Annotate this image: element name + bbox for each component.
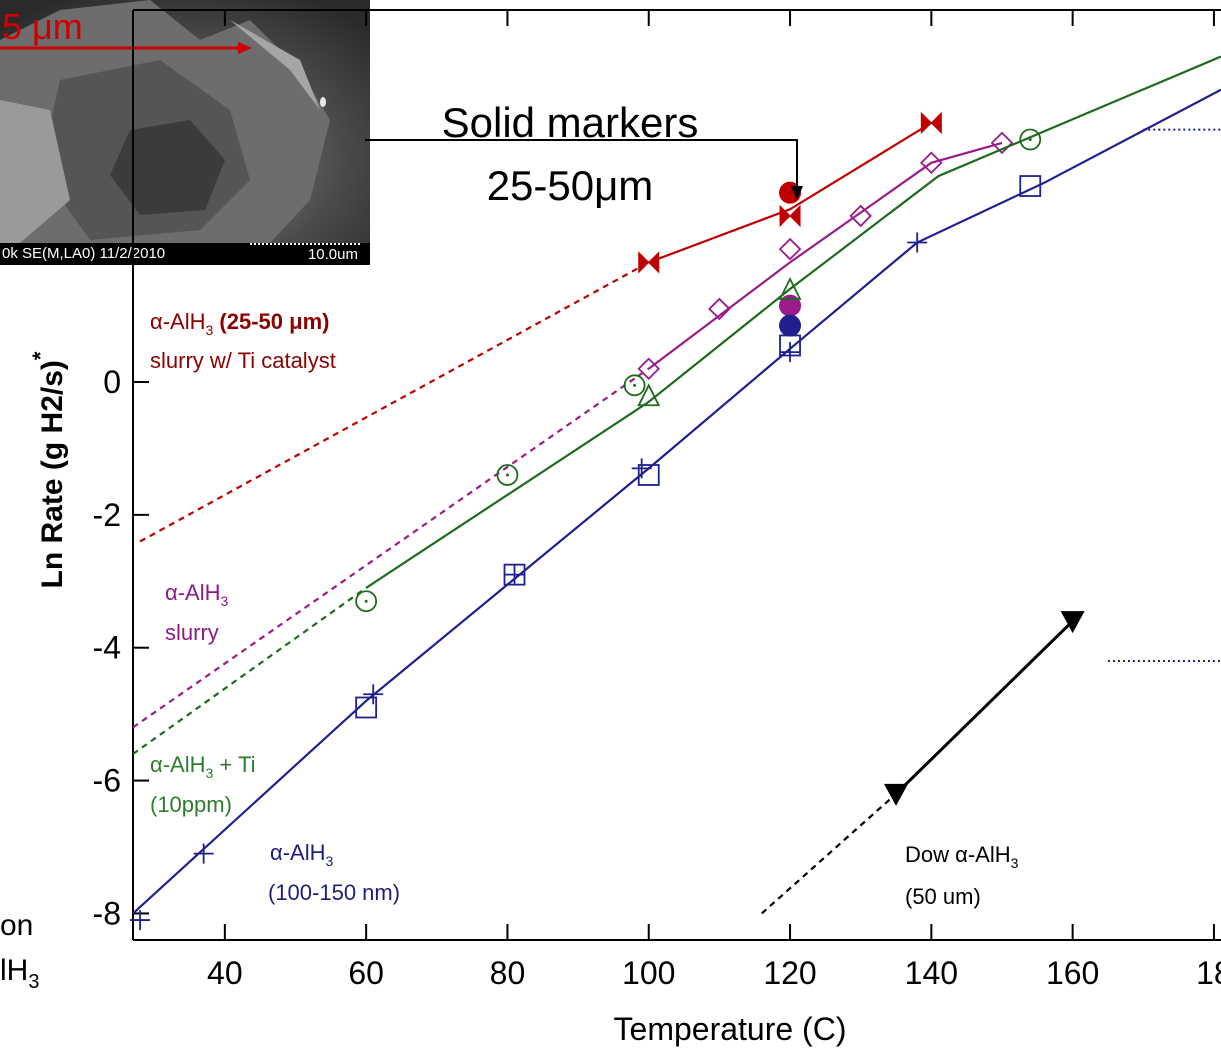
blue-solid-marker: [779, 314, 802, 337]
blue-square-marker: [1019, 175, 1042, 197]
label-blue-series: α-AlH3 (100-150 nm): [268, 840, 400, 905]
sem-caption: 0k SE(M,LA0) 11/2/2010: [0, 243, 370, 265]
blue-plus-marker: [504, 564, 525, 585]
purple-dashed-extrapolation: [132, 367, 650, 729]
blue-plus-marker: [130, 910, 151, 931]
y-tick-label: -6: [93, 763, 121, 799]
purple-marker: [778, 237, 802, 261]
dow-dashed-extrapolation: [761, 793, 897, 915]
x-tick-label: 80: [490, 955, 526, 991]
purple-solid-marker: [779, 294, 802, 317]
x-tick-label: 18: [1196, 955, 1221, 991]
x-axis-title: Temperature (C): [614, 1011, 847, 1047]
red-dashed-extrapolation: [139, 261, 650, 543]
left-edge-text-fragment: on lH3: [0, 909, 39, 993]
solid-markers-pointer: [365, 139, 798, 190]
purple-marker: [920, 151, 943, 175]
y-axis-title-group: Ln Rate (g H2/s)*: [28, 351, 69, 588]
y-tick-label: -2: [93, 497, 121, 533]
green-marker: [496, 464, 519, 486]
blue-series-line: [132, 88, 1221, 915]
sem-micrograph-inset: 5 μm 0k SE(M,LA0) 11/2/2010 10.0um: [0, 0, 370, 265]
green-series-line: [365, 55, 1221, 589]
purple-marker: [990, 131, 1014, 155]
y-tick-label: -4: [93, 630, 121, 666]
svg-text:α-AlH3: α-AlH3: [165, 580, 229, 609]
green-marker: [355, 590, 378, 613]
svg-text:slurry: slurry: [165, 620, 219, 645]
red-marker: [920, 111, 942, 135]
green-marker-center: [505, 473, 509, 477]
svg-text:(50 um): (50 um): [905, 884, 981, 909]
sem-micrograph-image: [0, 0, 370, 265]
x-tick-label: 100: [622, 955, 675, 991]
green-dashed-extrapolation: [132, 587, 367, 755]
blue-square-marker: [355, 696, 378, 719]
svg-text:on: on: [0, 909, 33, 942]
solid-markers-pointer-head: [791, 186, 803, 200]
green-triangle-marker: [778, 276, 802, 300]
green-marker: [1019, 128, 1042, 151]
green-marker: [623, 374, 646, 397]
green-marker-center: [364, 599, 368, 603]
red-marker: [638, 251, 660, 274]
svg-text:Dow α-AlH3: Dow α-AlH3: [905, 842, 1019, 871]
blue-plus-marker: [907, 232, 928, 253]
sem-scale-label: 5 μm: [2, 6, 83, 47]
label-purple-series: α-AlH3 slurry: [165, 580, 229, 645]
label-red-series: α-AlH3 (25-50 μm) slurry w/ Ti catalyst: [150, 309, 336, 373]
x-tick-label: 140: [905, 955, 958, 991]
dow-solid-line: [894, 620, 1074, 795]
svg-text:lH3: lH3: [0, 954, 39, 993]
x-tick-label: 40: [207, 955, 243, 991]
green-marker-center: [633, 383, 637, 387]
y-axis-title: Ln Rate (g H2/s)*: [28, 351, 69, 588]
blue-plus-marker: [780, 342, 801, 363]
svg-text:(10ppm): (10ppm): [150, 792, 232, 817]
blue-plus-marker: [631, 458, 652, 479]
y-axis-title-sup: *: [28, 351, 53, 360]
x-tick-label: 160: [1046, 955, 1099, 991]
y-tick-label: 0: [103, 364, 121, 400]
purple-marker: [637, 357, 661, 380]
purple-marker: [708, 297, 731, 321]
svg-text:α-AlH3 (25-50 μm): α-AlH3 (25-50 μm): [150, 309, 329, 338]
svg-text:α-AlH3 + Ti: α-AlH3 + Ti: [150, 752, 255, 781]
sem-scale-value: 10.0um: [307, 246, 358, 263]
green-marker-center: [1028, 138, 1032, 142]
blue-square-marker: [637, 464, 660, 486]
svg-text:slurry w/ Ti catalyst: slurry w/ Ti catalyst: [150, 348, 336, 373]
y-tick-label: -8: [93, 895, 121, 931]
sem-scale-bar: [250, 243, 360, 249]
solid-markers-label-line2: 25-50μm: [487, 162, 654, 209]
solid-markers-label-line1: Solid markers: [442, 99, 699, 146]
purple-marker: [849, 204, 872, 228]
svg-text:(100-150 nm): (100-150 nm): [268, 880, 400, 905]
purple-series-line: [648, 141, 1003, 370]
green-triangle-marker: [637, 383, 661, 407]
label-green-series: α-AlH3 + Ti (10ppm): [150, 752, 255, 817]
blue-plus-marker: [363, 684, 384, 705]
label-dow-series: Dow α-AlH3 (50 um): [905, 842, 1019, 909]
x-tick-label: 120: [763, 955, 816, 991]
red-marker: [779, 204, 801, 228]
svg-text:α-AlH3: α-AlH3: [270, 840, 334, 869]
red-series-line: [648, 121, 932, 264]
blue-plus-marker: [193, 843, 214, 864]
x-tick-label: 60: [348, 955, 384, 991]
